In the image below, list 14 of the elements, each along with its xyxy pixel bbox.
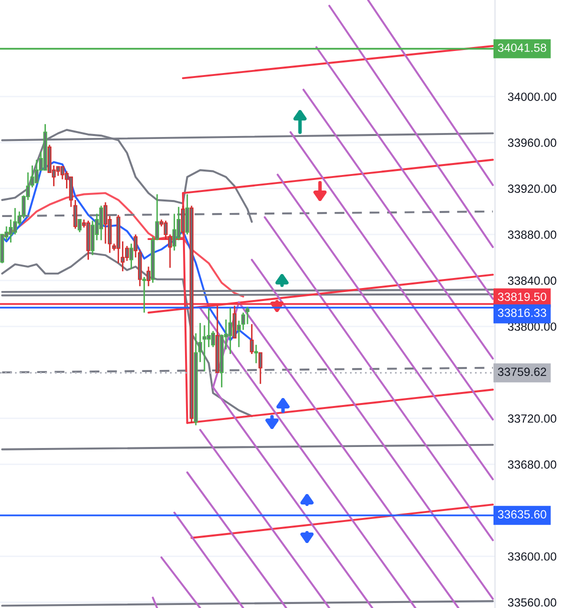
y-tick-label: 33560.00 [508, 598, 556, 607]
y-tick-label: 33680.00 [508, 460, 556, 469]
y-tick-label: 33600.00 [508, 552, 556, 561]
ref-line-label: 33816.33 [498, 308, 546, 317]
ref-line-label: 33759.62 [498, 368, 546, 376]
y-tick-label: 33840.00 [508, 276, 556, 285]
y-tick-label: 34000.00 [508, 92, 556, 101]
y-tick-label: 33720.00 [508, 414, 556, 423]
ref-line-label: 33635.60 [498, 510, 546, 519]
ref-line-label: 34041.58 [498, 44, 546, 52]
y-tick-label: 33880.00 [508, 230, 556, 239]
y-tick-label: 33920.00 [508, 184, 556, 193]
y-tick-label: 33960.00 [508, 138, 556, 147]
ref-line-label: 33819.50 [498, 292, 546, 301]
